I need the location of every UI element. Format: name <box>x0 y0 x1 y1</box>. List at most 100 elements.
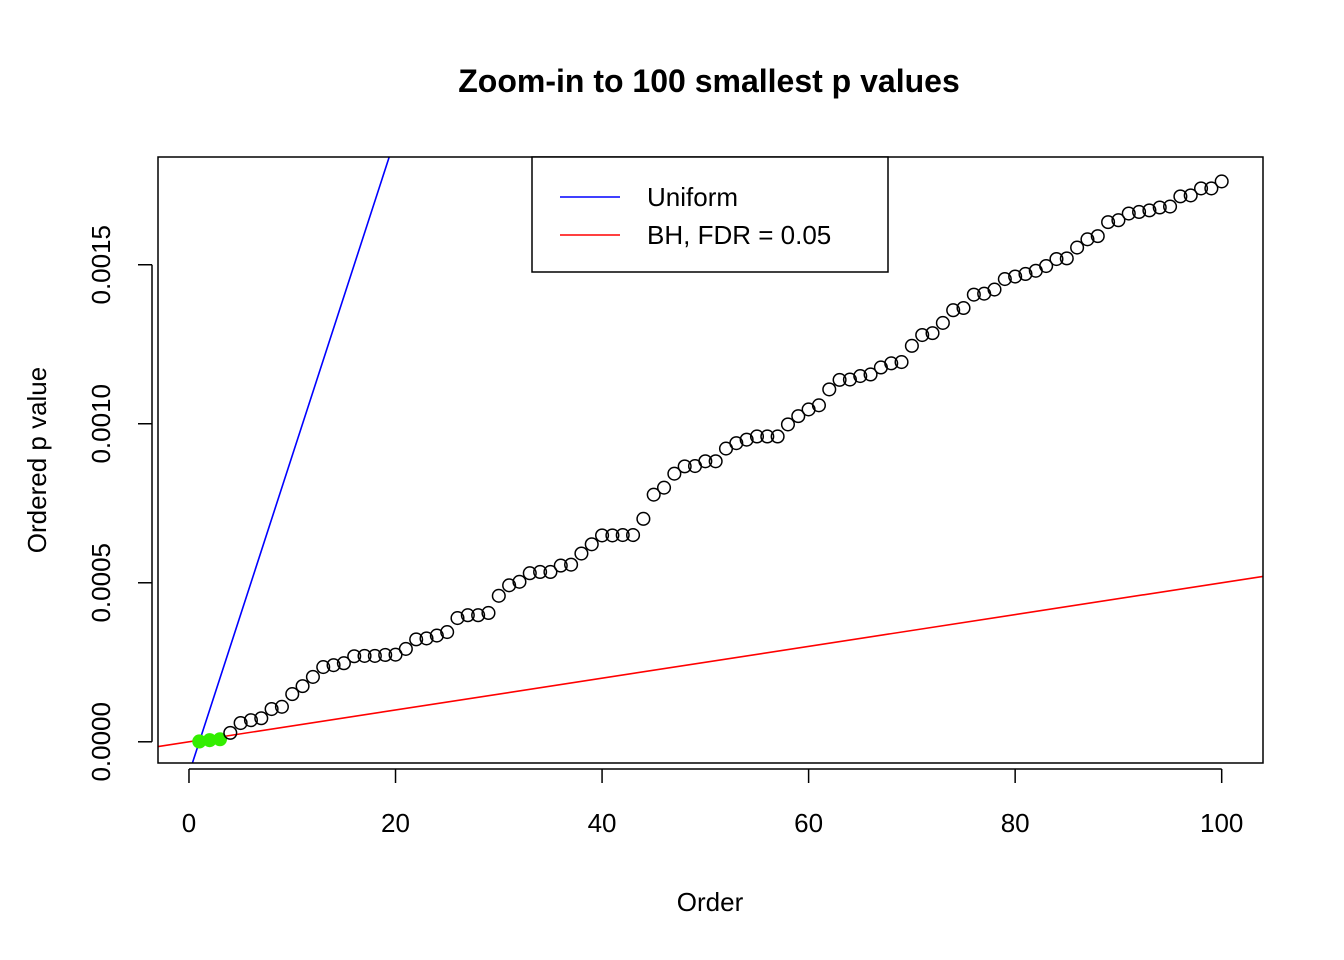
data-point <box>946 303 961 318</box>
y-tick-label: 0.0010 <box>86 384 116 464</box>
y-tick-label: 0.0005 <box>86 543 116 623</box>
data-point <box>770 429 785 444</box>
data-point <box>1173 189 1188 204</box>
legend: Uniform BH, FDR = 0.05 <box>531 156 889 273</box>
data-point <box>811 398 826 413</box>
data-point <box>522 566 537 581</box>
data-point <box>904 338 919 353</box>
data-point <box>956 300 971 316</box>
reference-lines <box>158 157 1263 763</box>
data-point <box>749 429 765 444</box>
x-axis: 0 20 40 60 80 100 <box>182 768 1243 838</box>
x-tick-label: 100 <box>1200 808 1243 838</box>
data-point <box>1214 174 1229 189</box>
data-point <box>574 546 589 561</box>
data-point <box>378 647 393 663</box>
data-point <box>636 511 651 526</box>
data-point-significant <box>212 732 228 747</box>
data-point <box>584 537 599 552</box>
data-point <box>625 528 641 543</box>
data-point <box>1152 200 1167 215</box>
data-point <box>274 699 289 714</box>
reference-line-0 <box>191 157 391 763</box>
data-point <box>1142 203 1157 218</box>
data-point <box>233 715 248 731</box>
data-point <box>481 605 496 621</box>
data-point <box>564 557 579 572</box>
data-point <box>935 315 950 330</box>
data-point <box>357 648 372 663</box>
data-point <box>553 558 568 573</box>
data-point <box>254 711 269 726</box>
data-point <box>915 327 930 343</box>
data-point <box>419 631 434 646</box>
data-point <box>667 466 682 481</box>
x-axis-label: Order <box>677 887 744 917</box>
data-point <box>398 641 413 656</box>
data-point <box>987 282 1002 297</box>
data-point <box>894 355 909 370</box>
data-point <box>305 669 320 684</box>
y-axis-label: Ordered p value <box>22 367 52 553</box>
data-point <box>533 564 548 580</box>
data-point <box>1059 251 1074 266</box>
data-point <box>760 429 775 444</box>
data-point <box>884 356 899 371</box>
x-tick-label: 60 <box>794 808 823 838</box>
data-point <box>1132 204 1147 220</box>
data-point <box>543 564 558 580</box>
data-point <box>502 578 517 593</box>
data-point <box>285 687 300 702</box>
data-point <box>925 326 940 341</box>
data-point <box>739 432 754 447</box>
data-point <box>326 658 341 673</box>
data-point <box>1193 181 1209 196</box>
data-points <box>192 174 1229 749</box>
data-point <box>512 574 527 589</box>
data-point <box>295 679 310 694</box>
data-point <box>1039 258 1054 274</box>
x-tick-label: 0 <box>182 808 196 838</box>
data-point <box>595 528 610 543</box>
data-point <box>1163 199 1178 214</box>
data-point <box>264 701 279 717</box>
data-point <box>863 367 878 382</box>
chart-title: Zoom-in to 100 smallest p values <box>458 63 959 99</box>
legend-box <box>531 156 889 273</box>
data-point <box>842 372 857 387</box>
data-point <box>347 649 362 664</box>
y-axis: 0.0000 0.0005 0.0010 0.0015 <box>86 225 153 782</box>
data-point <box>1183 188 1198 203</box>
data-point <box>853 369 868 384</box>
data-point <box>460 608 475 623</box>
data-point <box>698 454 713 469</box>
data-point <box>729 436 744 451</box>
data-point <box>1070 240 1085 255</box>
data-point <box>336 656 351 671</box>
data-point <box>409 632 424 647</box>
y-tick-label: 0.0000 <box>86 702 116 782</box>
data-point <box>656 480 672 495</box>
data-point <box>791 409 806 424</box>
data-point <box>1121 206 1136 221</box>
data-point <box>223 725 238 740</box>
data-point <box>1101 215 1116 230</box>
y-tick-label: 0.0015 <box>86 225 116 305</box>
data-point <box>1090 229 1105 244</box>
data-point <box>429 628 444 643</box>
data-point <box>615 528 630 543</box>
data-point <box>677 459 692 474</box>
data-point <box>367 648 382 663</box>
data-point <box>1080 232 1095 247</box>
data-point <box>1204 181 1219 196</box>
data-point <box>997 272 1012 287</box>
legend-label-bh: BH, FDR = 0.05 <box>647 220 831 250</box>
x-tick-label: 40 <box>588 808 617 838</box>
data-point <box>1018 266 1033 282</box>
reference-line-1 <box>158 575 1263 748</box>
data-point <box>1008 269 1023 284</box>
data-point <box>605 528 620 543</box>
x-tick-label: 80 <box>1001 808 1030 838</box>
data-point <box>646 487 661 502</box>
